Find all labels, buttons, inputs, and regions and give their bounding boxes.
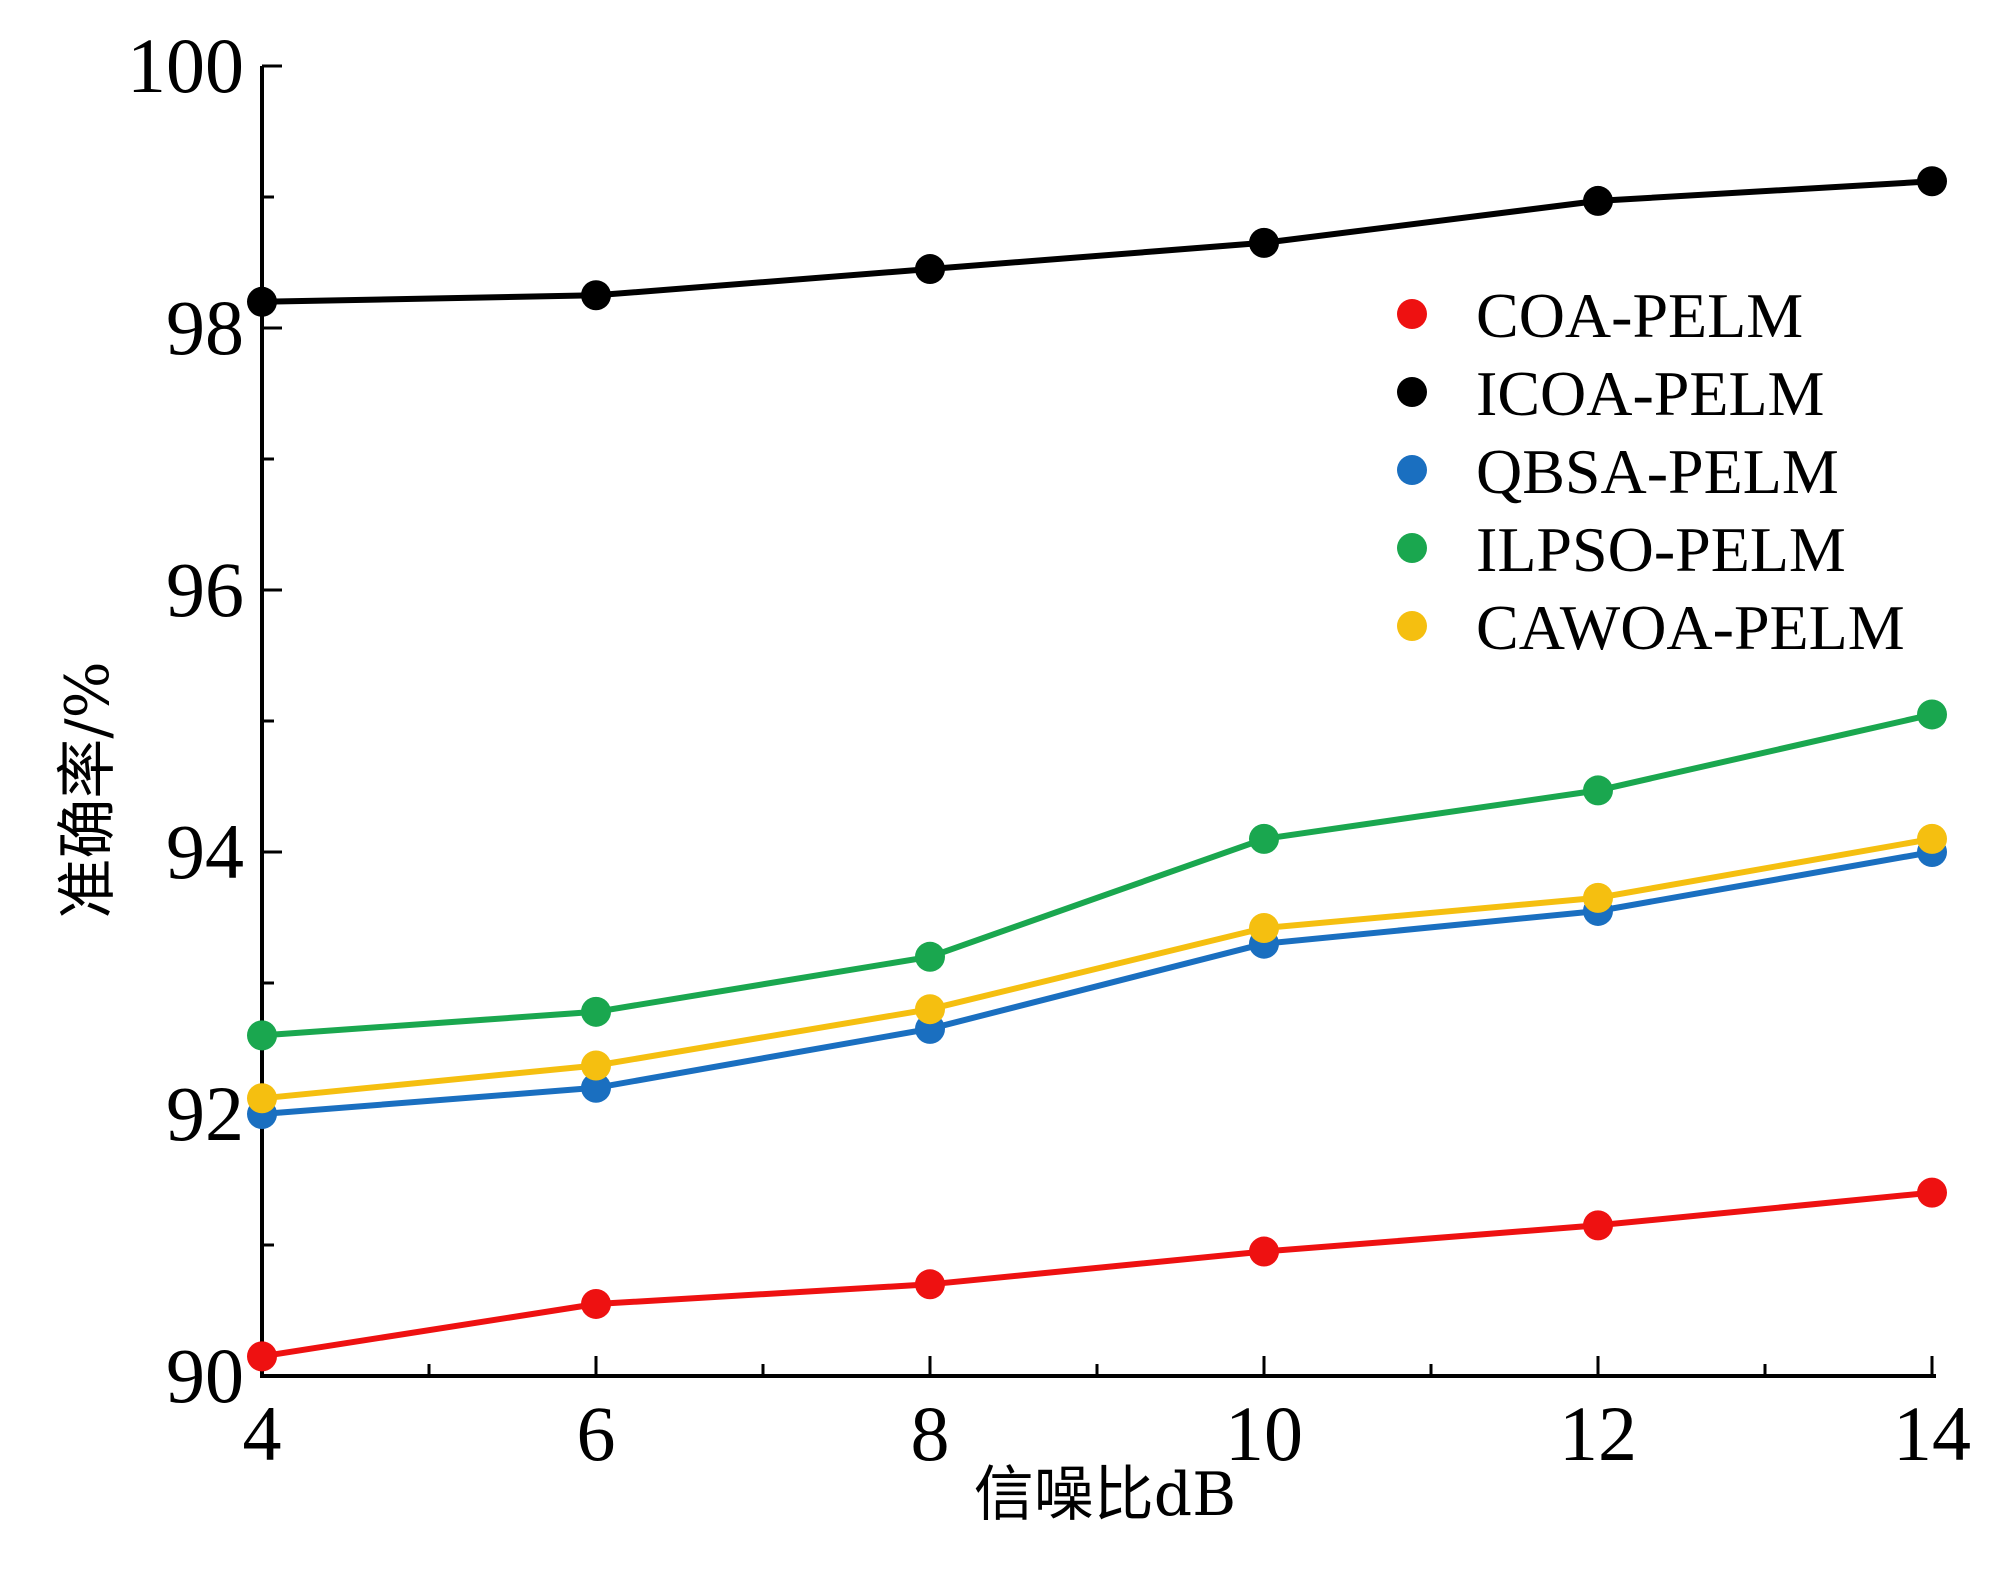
data-point-cawoa-pelm-4 xyxy=(247,1083,277,1114)
legend-label-coa-pelm: COA-PELM xyxy=(1476,280,1803,351)
data-point-cawoa-pelm-14 xyxy=(1917,823,1947,854)
y-tick-label-90: 90 xyxy=(166,1332,244,1419)
x-tick-label-12: 12 xyxy=(1559,1390,1637,1477)
data-point-icoa-pelm-14 xyxy=(1917,166,1947,197)
axes: 90 92 94 96 98 100 4 6 8 10 12 14 xyxy=(127,22,1971,1477)
data-point-ilpso-pelm-14 xyxy=(1917,699,1947,730)
legend: COA-PELMICOA-PELMQBSA-PELMILPSO-PELMCAWO… xyxy=(1397,280,1905,663)
data-point-ilpso-pelm-6 xyxy=(581,996,611,1027)
y-axis-title: 准确率/% xyxy=(53,661,123,918)
data-point-cawoa-pelm-10 xyxy=(1249,912,1279,943)
series-line-ilpso-pelm xyxy=(259,711,1935,1039)
series-points xyxy=(247,166,1947,1372)
x-tick-label-4: 4 xyxy=(243,1390,282,1477)
series-line-qbsa-pelm xyxy=(259,849,1935,1117)
data-point-icoa-pelm-8 xyxy=(915,254,945,285)
data-point-icoa-pelm-12 xyxy=(1583,185,1613,216)
legend-marker-cawoa-pelm xyxy=(1397,611,1427,641)
data-point-ilpso-pelm-4 xyxy=(247,1020,277,1051)
data-point-ilpso-pelm-10 xyxy=(1249,823,1279,854)
data-point-coa-pelm-10 xyxy=(1249,1236,1279,1267)
legend-label-ilpso-pelm: ILPSO-PELM xyxy=(1476,514,1846,585)
legend-marker-qbsa-pelm xyxy=(1397,455,1427,485)
x-axis-title: 信噪比dB xyxy=(974,1460,1237,1530)
data-point-coa-pelm-12 xyxy=(1583,1210,1613,1241)
data-point-icoa-pelm-6 xyxy=(581,280,611,311)
data-point-cawoa-pelm-6 xyxy=(581,1050,611,1081)
data-point-icoa-pelm-4 xyxy=(247,286,277,317)
y-tick-label-92: 92 xyxy=(166,1070,244,1157)
data-point-ilpso-pelm-8 xyxy=(915,941,945,972)
legend-marker-icoa-pelm xyxy=(1397,377,1427,407)
y-tick-label-96: 96 xyxy=(166,546,244,633)
y-tick-label-94: 94 xyxy=(166,808,244,895)
data-point-coa-pelm-4 xyxy=(247,1341,277,1372)
data-point-qbsa-pelm-6 xyxy=(581,1072,611,1103)
y-tick-label-98: 98 xyxy=(166,284,244,371)
data-point-ilpso-pelm-12 xyxy=(1583,775,1613,806)
x-tick-label-14: 14 xyxy=(1893,1390,1971,1477)
series-lines xyxy=(259,178,1935,1360)
data-point-cawoa-pelm-8 xyxy=(915,994,945,1025)
x-tick-label-8: 8 xyxy=(911,1390,950,1477)
legend-marker-ilpso-pelm xyxy=(1397,533,1427,563)
series-line-coa-pelm xyxy=(259,1189,1935,1360)
legend-marker-coa-pelm xyxy=(1397,299,1427,329)
data-point-coa-pelm-14 xyxy=(1917,1177,1947,1208)
data-point-icoa-pelm-10 xyxy=(1249,227,1279,258)
x-tick-label-10: 10 xyxy=(1225,1390,1303,1477)
data-point-cawoa-pelm-12 xyxy=(1583,882,1613,913)
data-point-coa-pelm-6 xyxy=(581,1288,611,1319)
x-tick-label-6: 6 xyxy=(577,1390,616,1477)
data-point-coa-pelm-8 xyxy=(915,1269,945,1300)
series-line-cawoa-pelm xyxy=(259,835,1935,1102)
legend-label-cawoa-pelm: CAWOA-PELM xyxy=(1476,592,1905,663)
legend-label-icoa-pelm: ICOA-PELM xyxy=(1476,358,1824,429)
legend-label-qbsa-pelm: QBSA-PELM xyxy=(1476,436,1839,507)
y-tick-label-100: 100 xyxy=(127,22,244,109)
series-line-icoa-pelm xyxy=(259,178,1935,305)
